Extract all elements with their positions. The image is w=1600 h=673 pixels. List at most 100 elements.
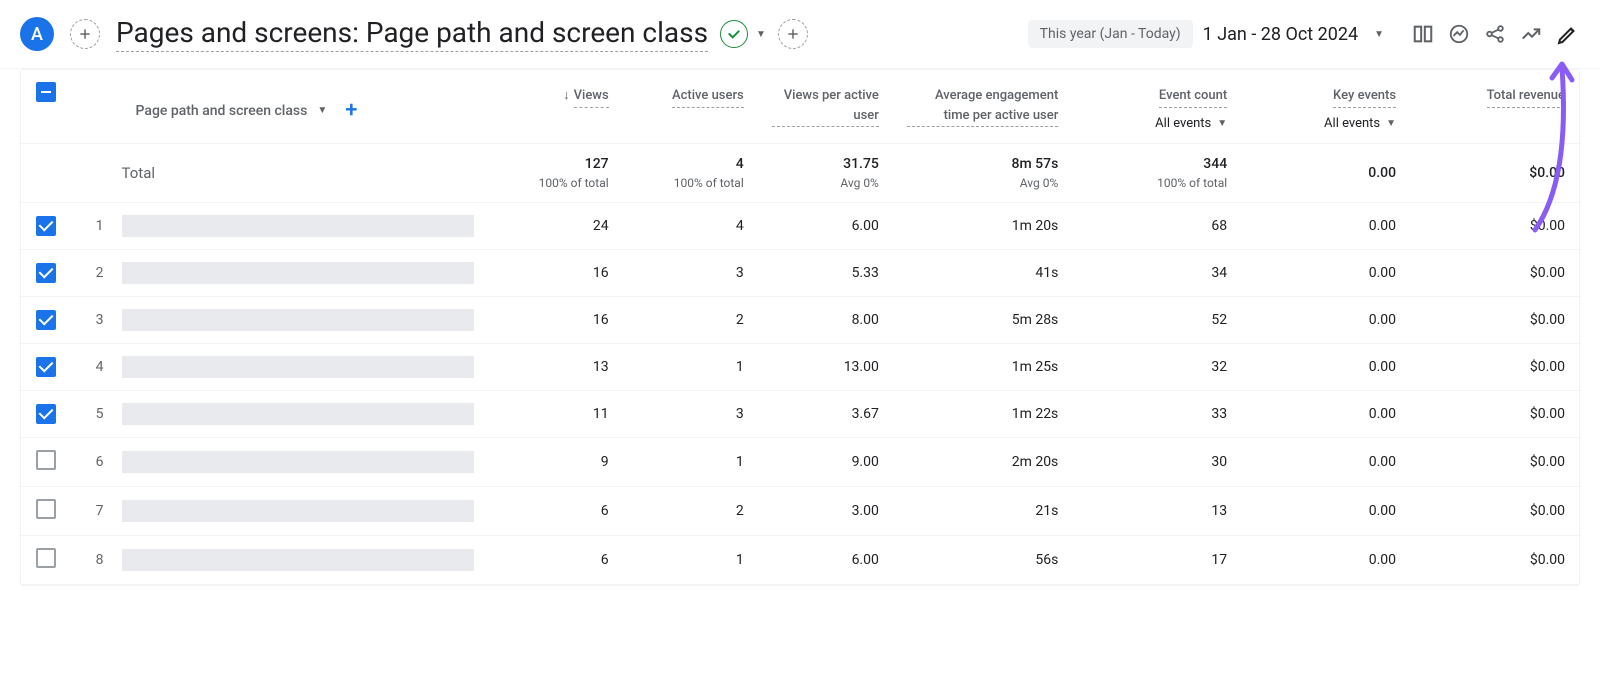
row-views-per-active-user: 6.00 xyxy=(758,536,893,585)
row-event-count: 13 xyxy=(1072,487,1241,536)
row-dimension[interactable] xyxy=(108,391,488,438)
row-checkbox[interactable] xyxy=(36,404,56,424)
column-header-avg-engagement[interactable]: Average engagement time per active user xyxy=(893,70,1072,144)
totals-event-count: 344100% of total xyxy=(1072,144,1241,203)
row-dimension[interactable] xyxy=(108,536,488,585)
row-checkbox[interactable] xyxy=(36,450,56,470)
row-key-events: 0.00 xyxy=(1241,344,1410,391)
totals-views-per-active-user: 31.75Avg 0% xyxy=(758,144,893,203)
row-checkbox[interactable] xyxy=(36,216,56,236)
data-table: Page path and screen class ▼ + ↓Views Ac… xyxy=(21,70,1579,585)
totals-views: 127100% of total xyxy=(488,144,623,203)
column-header-total-revenue[interactable]: Total revenue xyxy=(1410,70,1579,144)
row-index: 4 xyxy=(72,344,108,391)
row-event-count: 30 xyxy=(1072,438,1241,487)
row-index: 5 xyxy=(72,391,108,438)
column-header-event-count[interactable]: Event count All events▼ xyxy=(1072,70,1241,144)
row-avg-engagement: 5m 28s xyxy=(893,297,1072,344)
row-views: 6 xyxy=(488,487,623,536)
row-checkbox[interactable] xyxy=(36,499,56,519)
dimension-label[interactable]: Page path and screen class xyxy=(136,103,308,119)
select-all-checkbox[interactable] xyxy=(29,82,64,102)
key-events-filter[interactable]: All events▼ xyxy=(1255,116,1396,131)
compare-icon[interactable] xyxy=(1412,23,1434,45)
row-index: 2 xyxy=(72,250,108,297)
row-total-revenue: $0.00 xyxy=(1410,438,1579,487)
row-key-events: 0.00 xyxy=(1241,487,1410,536)
row-views: 16 xyxy=(488,297,623,344)
row-dimension[interactable] xyxy=(108,487,488,536)
row-active-users: 2 xyxy=(623,297,758,344)
table-row[interactable]: 51133.671m 22s330.00$0.00 xyxy=(21,391,1579,438)
row-event-count: 52 xyxy=(1072,297,1241,344)
title-chevron-icon[interactable]: ▼ xyxy=(756,29,766,40)
row-checkbox[interactable] xyxy=(36,357,56,377)
row-views-per-active-user: 13.00 xyxy=(758,344,893,391)
add-tab-button[interactable] xyxy=(70,19,100,49)
column-header-active-users[interactable]: Active users xyxy=(623,70,758,144)
row-total-revenue: $0.00 xyxy=(1410,297,1579,344)
chevron-down-icon[interactable]: ▼ xyxy=(1374,29,1384,40)
row-index: 7 xyxy=(72,487,108,536)
avatar[interactable]: A xyxy=(20,17,54,51)
table-row[interactable]: 7623.0021s130.00$0.00 xyxy=(21,487,1579,536)
row-dimension[interactable] xyxy=(108,297,488,344)
edit-button[interactable] xyxy=(1556,22,1580,46)
date-range-label: This year (Jan - Today) xyxy=(1028,20,1193,48)
row-views-per-active-user: 3.00 xyxy=(758,487,893,536)
row-views-per-active-user: 9.00 xyxy=(758,438,893,487)
row-total-revenue: $0.00 xyxy=(1410,391,1579,438)
table-row[interactable]: 413113.001m 25s320.00$0.00 xyxy=(21,344,1579,391)
table-row[interactable]: 31628.005m 28s520.00$0.00 xyxy=(21,297,1579,344)
row-checkbox[interactable] xyxy=(36,263,56,283)
totals-key-events: 0.00 xyxy=(1241,144,1410,203)
row-checkbox[interactable] xyxy=(36,548,56,568)
row-event-count: 68 xyxy=(1072,203,1241,250)
row-avg-engagement: 1m 25s xyxy=(893,344,1072,391)
row-dimension[interactable] xyxy=(108,344,488,391)
row-dimension[interactable] xyxy=(108,203,488,250)
row-active-users: 2 xyxy=(623,487,758,536)
insights-icon[interactable] xyxy=(1448,23,1470,45)
row-checkbox[interactable] xyxy=(36,310,56,330)
page-title[interactable]: Pages and screens: Page path and screen … xyxy=(116,16,708,52)
row-total-revenue: $0.00 xyxy=(1410,203,1579,250)
row-index: 3 xyxy=(72,297,108,344)
totals-avg-engagement: 8m 57sAvg 0% xyxy=(893,144,1072,203)
add-dimension-button[interactable]: + xyxy=(345,98,357,123)
row-total-revenue: $0.00 xyxy=(1410,344,1579,391)
row-avg-engagement: 1m 20s xyxy=(893,203,1072,250)
table-row[interactable]: 6919.002m 20s300.00$0.00 xyxy=(21,438,1579,487)
column-header-key-events[interactable]: Key events All events▼ xyxy=(1241,70,1410,144)
row-index: 1 xyxy=(72,203,108,250)
table-row[interactable]: 8616.0056s170.00$0.00 xyxy=(21,536,1579,585)
row-views-per-active-user: 6.00 xyxy=(758,203,893,250)
row-active-users: 4 xyxy=(623,203,758,250)
table-row[interactable]: 12446.001m 20s680.00$0.00 xyxy=(21,203,1579,250)
row-dimension[interactable] xyxy=(108,438,488,487)
row-active-users: 1 xyxy=(623,536,758,585)
share-icon[interactable] xyxy=(1484,23,1506,45)
add-comparison-button[interactable] xyxy=(778,19,808,49)
row-key-events: 0.00 xyxy=(1241,438,1410,487)
row-total-revenue: $0.00 xyxy=(1410,487,1579,536)
row-avg-engagement: 56s xyxy=(893,536,1072,585)
row-avg-engagement: 41s xyxy=(893,250,1072,297)
totals-total-revenue: $0.00 xyxy=(1410,144,1579,203)
date-range-value[interactable]: 1 Jan - 28 Oct 2024 xyxy=(1203,24,1358,45)
row-active-users: 3 xyxy=(623,250,758,297)
row-dimension[interactable] xyxy=(108,250,488,297)
row-views: 11 xyxy=(488,391,623,438)
event-count-filter[interactable]: All events▼ xyxy=(1086,116,1227,131)
row-active-users: 1 xyxy=(623,438,758,487)
row-index: 8 xyxy=(72,536,108,585)
totals-row: Total127100% of total4100% of total31.75… xyxy=(21,144,1579,203)
chevron-down-icon: ▼ xyxy=(1386,118,1396,129)
column-header-views-per-active-user[interactable]: Views per active user xyxy=(758,70,893,144)
verified-badge[interactable] xyxy=(720,20,748,48)
chevron-down-icon[interactable]: ▼ xyxy=(317,105,327,116)
row-event-count: 33 xyxy=(1072,391,1241,438)
trend-icon[interactable] xyxy=(1520,23,1542,45)
column-header-views[interactable]: ↓Views xyxy=(488,70,623,144)
table-row[interactable]: 21635.3341s340.00$0.00 xyxy=(21,250,1579,297)
